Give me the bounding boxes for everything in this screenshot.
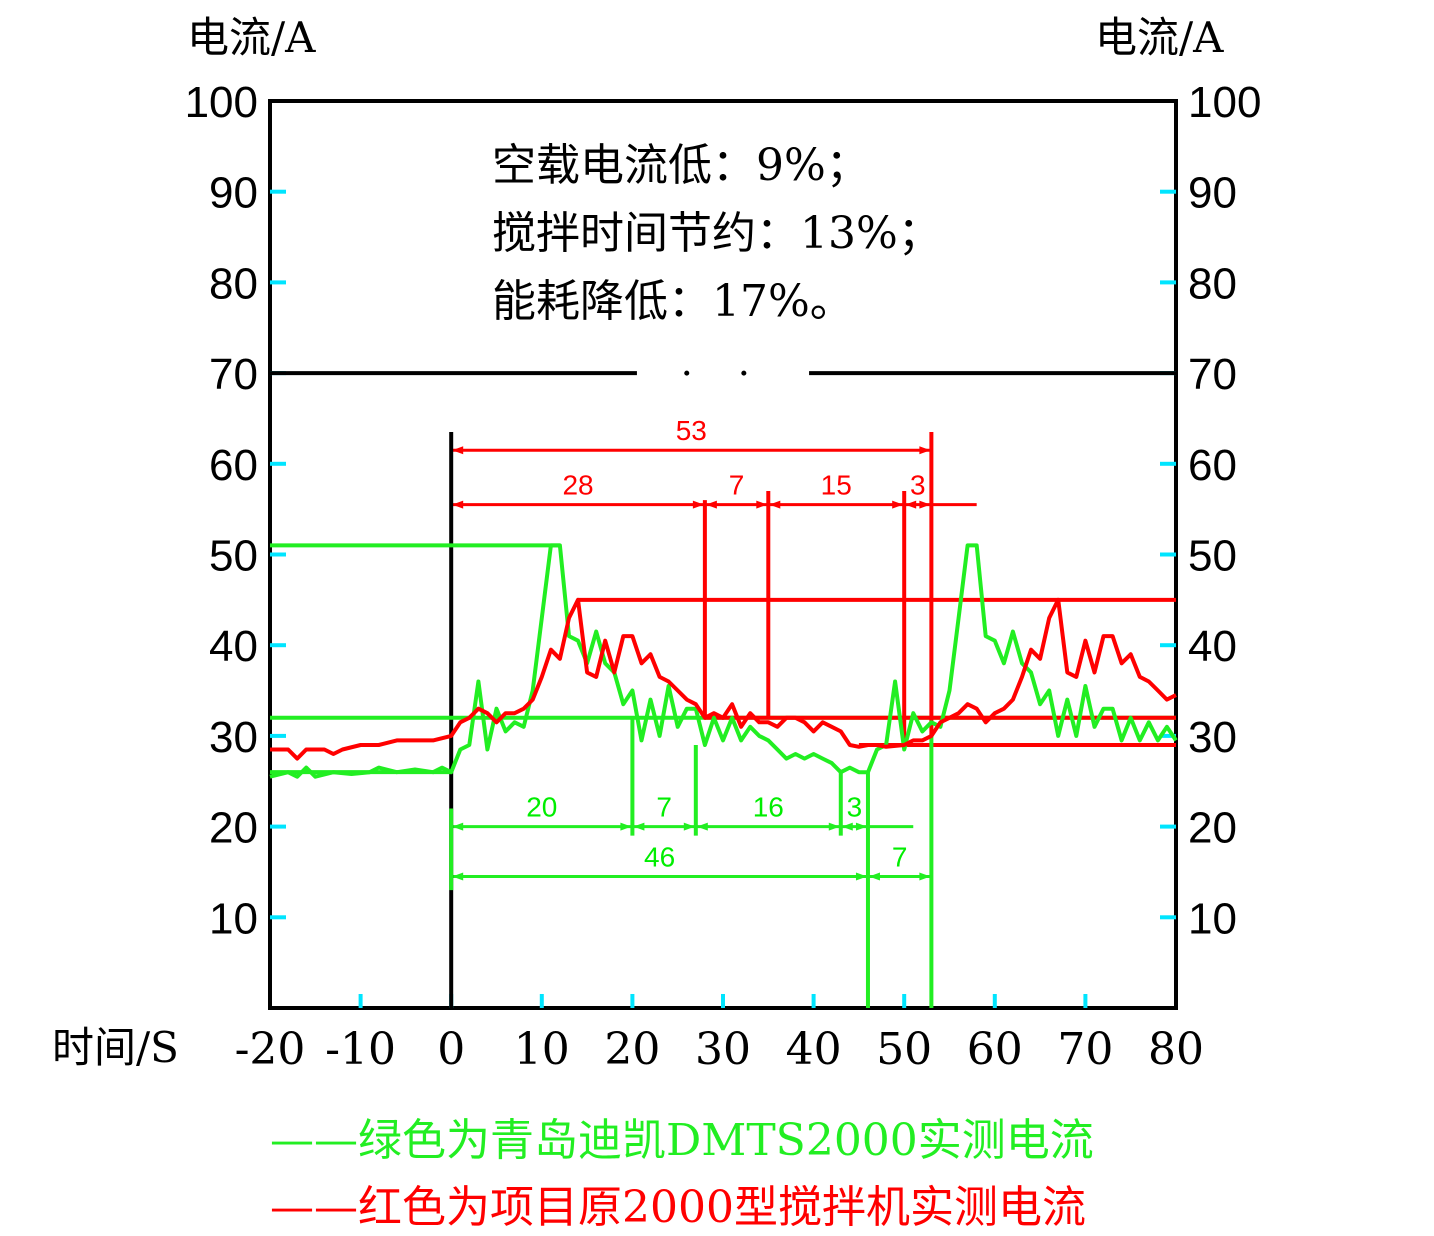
y-tick-label-left-100: 100	[185, 78, 258, 127]
green-seg-1-arrow-right	[683, 822, 695, 831]
red-seg-0-label: 28	[562, 470, 593, 501]
y-tick-label-right-30: 30	[1188, 713, 1237, 762]
red-seg-3-arrow-right	[919, 500, 931, 509]
green-seg-2-arrow-left	[696, 822, 708, 831]
red-seg-2-arrow-right	[892, 500, 904, 509]
green-seg-3-label: 3	[847, 792, 863, 823]
green-seg-0-label: 20	[526, 792, 557, 823]
red-seg-1-label: 7	[729, 470, 745, 501]
red-seg-2-arrow-left	[769, 500, 781, 509]
red-seg-1-arrow-right	[756, 500, 768, 509]
red-seg-3-arrow-left	[905, 500, 917, 509]
green-seg-2-label: 16	[753, 792, 784, 823]
legend-green: ——绿色为青岛迪凯DMTS2000实测电流	[270, 1115, 1094, 1166]
x-tick-label-50: 50	[876, 1024, 932, 1075]
y-tick-label-left-30: 30	[209, 713, 258, 762]
green-total-label: 46	[644, 841, 675, 872]
y-tick-label-left-70: 70	[209, 350, 258, 399]
green-seg-3-arrow-left	[841, 822, 853, 831]
y-tick-label-right-50: 50	[1188, 532, 1237, 581]
note-line-1: 搅拌时间节约：13%；	[492, 208, 942, 259]
y-tick-label-right-80: 80	[1188, 259, 1237, 308]
red-total-arrow-right	[919, 446, 931, 455]
break-dot-2	[741, 370, 747, 376]
x-tick-label--20: -20	[235, 1024, 306, 1075]
x-tick-label-10: 10	[514, 1024, 570, 1075]
green-seg-3-arrow-right	[855, 822, 867, 831]
red-seg-0-arrow-right	[692, 500, 704, 509]
red-seg-2-label: 15	[821, 470, 852, 501]
x-tick-label-20: 20	[604, 1024, 660, 1075]
green-seg-0-arrow-right	[620, 822, 632, 831]
legend-red-label: 红色为项目原2000型搅拌机实测电流	[358, 1182, 1086, 1233]
green-extra-label: 7	[892, 841, 908, 872]
series-line-1	[270, 597, 1177, 761]
x-tick-label-40: 40	[786, 1024, 842, 1075]
y-tick-label-left-50: 50	[209, 532, 258, 581]
y-tick-label-right-70: 70	[1188, 350, 1237, 399]
y-tick-label-right-20: 20	[1188, 804, 1237, 853]
green-extra-arrow-right	[919, 872, 931, 881]
y-tick-label-right-40: 40	[1188, 622, 1237, 671]
y-tick-label-left-90: 90	[209, 169, 258, 218]
x-tick-label-70: 70	[1057, 1024, 1113, 1075]
x-tick-label-80: 80	[1148, 1024, 1204, 1075]
legend-red: ——红色为项目原2000型搅拌机实测电流	[270, 1182, 1086, 1233]
y-tick-label-left-40: 40	[209, 622, 258, 671]
legend-red-dash: ——	[270, 1182, 358, 1233]
green-seg-1-arrow-left	[633, 822, 645, 831]
y-tick-label-right-60: 60	[1188, 441, 1237, 490]
green-total-arrow-left	[452, 872, 464, 881]
red-total-label: 53	[676, 415, 707, 446]
legend: ——绿色为青岛迪凯DMTS2000实测电流 ——红色为项目原2000型搅拌机实测…	[270, 1115, 1094, 1233]
red-total-arrow-left	[452, 446, 464, 455]
green-total-arrow-right	[855, 872, 867, 881]
x-tick-label-30: 30	[695, 1024, 751, 1075]
green-seg-2-arrow-right	[828, 822, 840, 831]
green-extra-arrow-left	[868, 872, 880, 881]
x-axis-title: 时间/S	[52, 1023, 179, 1072]
note-line-2: 能耗降低：17%。	[492, 276, 854, 327]
y-tick-label-left-10: 10	[209, 894, 258, 943]
left-y-axis-title: 电流/A	[187, 13, 316, 62]
green-seg-0-arrow-left	[452, 822, 464, 831]
red-seg-3-label: 3	[910, 470, 926, 501]
x-tick-label--10: -10	[325, 1024, 396, 1075]
note-line-0: 空载电流低：9%；	[492, 140, 870, 191]
y-tick-label-left-60: 60	[209, 441, 258, 490]
red-seg-0-arrow-left	[452, 500, 464, 509]
legend-green-dash: ——	[270, 1115, 358, 1166]
y-tick-label-right-10: 10	[1188, 894, 1237, 943]
red-seg-1-arrow-left	[705, 500, 717, 509]
y-tick-label-right-100: 100	[1188, 78, 1261, 127]
x-tick-label-60: 60	[967, 1024, 1023, 1075]
green-seg-1-label: 7	[656, 792, 672, 823]
break-dot-1	[684, 370, 690, 376]
legend-green-label: 绿色为青岛迪凯DMTS2000实测电流	[358, 1115, 1094, 1166]
y-tick-label-left-80: 80	[209, 259, 258, 308]
x-tick-label-0: 0	[437, 1024, 465, 1075]
right-y-axis-title: 电流/A	[1095, 13, 1224, 62]
y-tick-label-right-90: 90	[1188, 169, 1237, 218]
y-tick-label-left-20: 20	[209, 804, 258, 853]
